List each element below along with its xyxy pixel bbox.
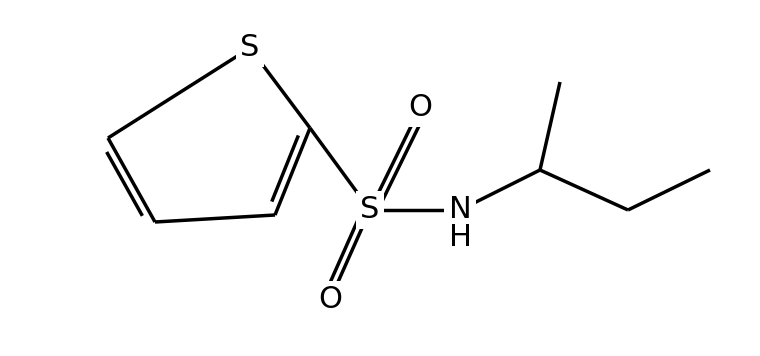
Text: O: O bbox=[318, 286, 342, 314]
Text: S: S bbox=[360, 195, 380, 225]
Text: H: H bbox=[448, 224, 471, 252]
Text: O: O bbox=[408, 94, 432, 122]
Text: S: S bbox=[240, 33, 260, 63]
Text: N: N bbox=[448, 195, 471, 225]
